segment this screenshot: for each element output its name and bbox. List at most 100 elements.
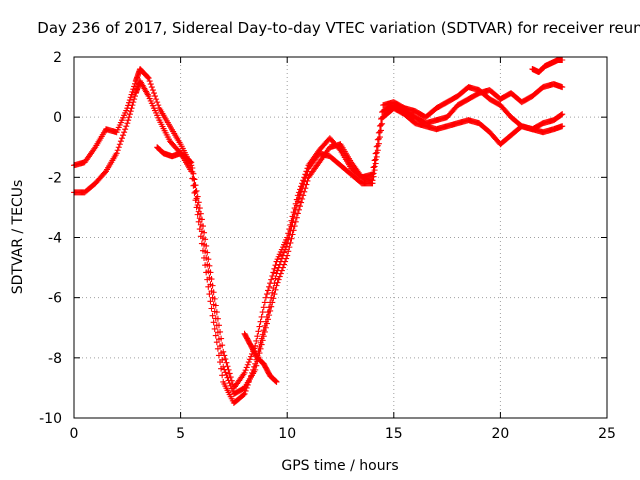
data-point xyxy=(265,287,272,294)
data-point xyxy=(291,205,298,212)
data-point xyxy=(191,176,198,183)
data-point xyxy=(295,189,302,196)
data-point xyxy=(196,226,203,233)
y-axis-label: SDTVAR / TECUs xyxy=(10,180,26,295)
data-point xyxy=(284,234,291,241)
data-point xyxy=(215,322,222,329)
data-point xyxy=(214,315,221,322)
data-point xyxy=(224,374,231,381)
data-point xyxy=(210,289,217,296)
data-point xyxy=(131,93,138,100)
data-point xyxy=(241,390,248,397)
data-point xyxy=(272,378,279,385)
data-point xyxy=(294,192,301,199)
data-point xyxy=(372,150,379,157)
series-track-e xyxy=(529,57,566,76)
data-point xyxy=(270,269,277,276)
data-point xyxy=(220,348,227,355)
y-tick-label: 2 xyxy=(53,50,62,66)
data-point xyxy=(300,177,307,184)
data-point xyxy=(192,197,199,204)
data-point xyxy=(194,193,201,200)
grid-lines xyxy=(74,57,607,418)
data-point xyxy=(373,153,380,160)
data-point xyxy=(246,356,253,363)
data-point xyxy=(207,298,214,305)
data-point xyxy=(273,270,280,277)
data-point xyxy=(293,196,300,203)
data-point xyxy=(559,111,566,118)
data-point xyxy=(292,200,299,207)
data-point xyxy=(286,244,293,251)
x-tick-label: 25 xyxy=(598,426,616,442)
data-point xyxy=(129,102,136,109)
data-point xyxy=(153,96,160,103)
data-point xyxy=(279,252,286,259)
data-point xyxy=(131,83,138,90)
data-point xyxy=(275,264,282,271)
data-point xyxy=(126,111,133,118)
data-point xyxy=(278,255,285,262)
x-axis-label: GPS time / hours xyxy=(281,458,398,474)
data-point xyxy=(213,339,220,346)
data-point xyxy=(271,265,278,272)
data-point xyxy=(559,57,566,64)
data-point xyxy=(255,348,262,355)
data-series xyxy=(71,57,566,406)
data-point xyxy=(275,276,282,283)
data-point xyxy=(292,218,299,225)
data-point xyxy=(187,158,194,165)
data-point xyxy=(149,87,156,94)
data-point xyxy=(298,183,305,190)
data-point xyxy=(298,199,305,206)
data-point xyxy=(263,291,270,298)
data-point xyxy=(272,262,279,269)
data-point xyxy=(247,353,254,360)
data-point xyxy=(276,273,283,280)
data-point xyxy=(212,302,219,309)
data-point xyxy=(250,366,257,373)
data-point xyxy=(288,217,295,224)
data-point xyxy=(369,180,376,187)
data-point xyxy=(195,199,202,206)
data-point xyxy=(224,363,231,370)
data-point xyxy=(215,352,222,359)
y-tick-label: -10 xyxy=(39,411,62,427)
x-tick-label: 5 xyxy=(176,426,185,442)
data-point xyxy=(374,136,381,143)
data-point xyxy=(196,205,203,212)
data-point xyxy=(285,230,292,237)
data-point xyxy=(261,299,268,306)
data-point xyxy=(254,333,261,340)
x-tick-label: 10 xyxy=(278,426,296,442)
data-point xyxy=(240,391,247,398)
data-point xyxy=(293,214,300,221)
data-point xyxy=(270,285,277,292)
data-point xyxy=(257,318,264,325)
data-point xyxy=(205,283,212,290)
data-point xyxy=(258,313,265,320)
data-point xyxy=(126,99,133,106)
data-point xyxy=(193,204,200,211)
data-point xyxy=(287,239,294,246)
data-point xyxy=(281,249,288,256)
data-point xyxy=(269,289,276,296)
data-point xyxy=(374,147,381,154)
data-point xyxy=(265,309,272,316)
data-point xyxy=(209,282,216,289)
data-point xyxy=(272,377,279,384)
data-point xyxy=(288,235,295,242)
data-point xyxy=(192,188,199,195)
data-point xyxy=(371,157,378,164)
data-point xyxy=(371,167,378,174)
data-point xyxy=(276,261,283,268)
data-point xyxy=(375,129,382,136)
data-point xyxy=(145,75,152,82)
data-point xyxy=(262,318,269,325)
data-point xyxy=(154,99,161,106)
chart-title: Day 236 of 2017, Sidereal Day-to-day VTE… xyxy=(37,19,640,37)
data-point xyxy=(253,337,260,344)
data-point xyxy=(222,356,229,363)
data-point xyxy=(204,276,211,283)
data-point xyxy=(252,360,259,367)
